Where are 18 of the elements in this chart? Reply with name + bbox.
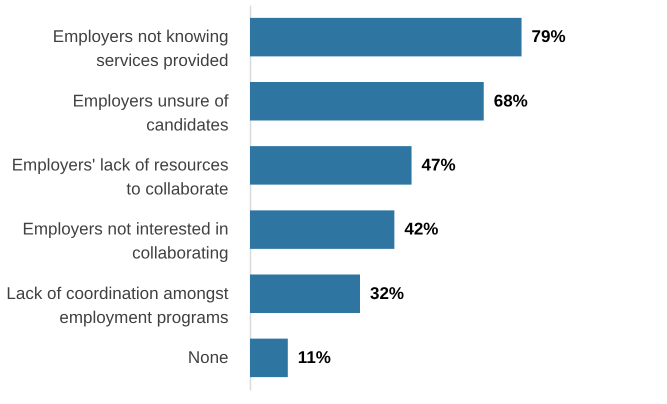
bar	[250, 210, 394, 249]
bar	[250, 146, 412, 185]
y-tick-label: Employers not interested in collaborating	[22, 220, 228, 263]
y-tick-label: Employers not knowing services provided	[52, 27, 228, 70]
data-label: 47%	[422, 155, 456, 174]
data-label: 68%	[494, 91, 528, 110]
data-label: 42%	[404, 220, 438, 239]
bar	[250, 18, 522, 56]
y-tick-label: Employers unsure of candidates	[72, 91, 229, 134]
y-tick-label: Employers' lack of resources to collaborate	[12, 155, 228, 198]
data-label: 79%	[532, 27, 566, 46]
bar	[250, 82, 484, 120]
y-tick-label: None	[188, 348, 228, 367]
bar	[250, 338, 288, 378]
data-label: 11%	[298, 348, 331, 367]
bar	[250, 274, 360, 313]
data-label: 32%	[370, 284, 404, 303]
y-tick-label: Lack of coordination amongst employment programs	[6, 284, 229, 327]
